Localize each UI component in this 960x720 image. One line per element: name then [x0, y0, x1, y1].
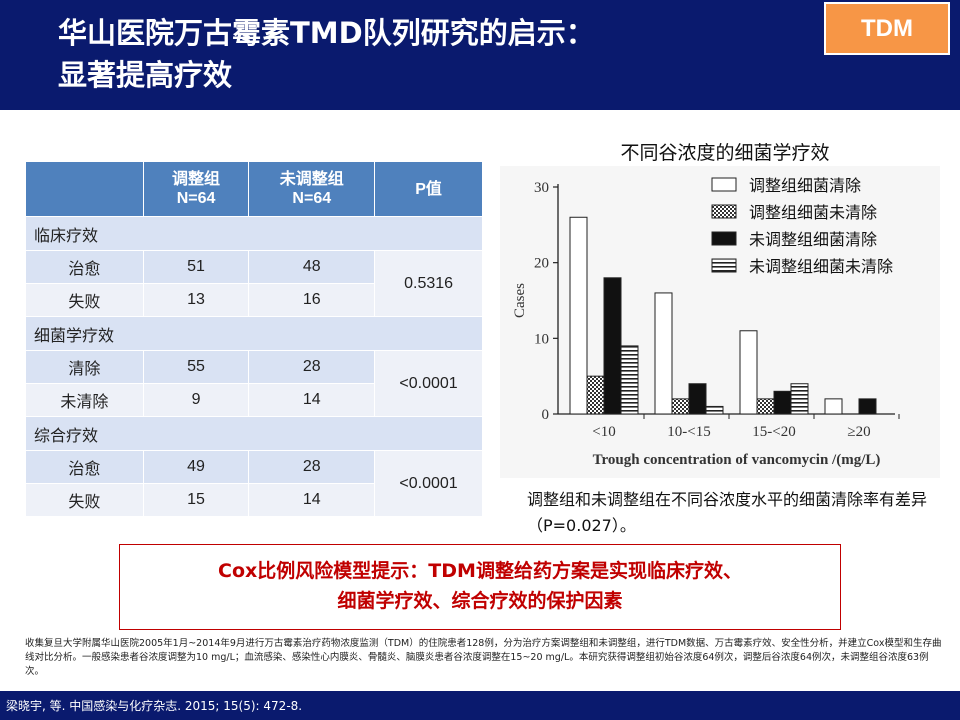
legend-swatch	[711, 204, 737, 219]
table-row: 失败 13 16	[25, 283, 483, 317]
group-overall: 综合疗效	[25, 416, 483, 451]
table-header-adjusted: 调整组 N=64	[142, 161, 250, 217]
bar	[824, 398, 843, 415]
cell-unadjusted: 14	[248, 483, 376, 517]
cell-p-value: <0.0001	[374, 350, 483, 417]
table-header-row: 调整组 N=64 未调整组 N=64 P值	[25, 161, 483, 217]
results-table: 调整组 N=64 未调整组 N=64 P值 临床疗效 治愈 51 48 0.53…	[25, 161, 483, 517]
legend-label: 调整组细菌清除	[749, 176, 861, 195]
table-header-empty	[25, 161, 144, 217]
bar	[620, 345, 639, 415]
table-header-p: P值	[374, 161, 483, 217]
table-group-row: 临床疗效	[25, 216, 483, 251]
header-bar: 华山医院万古霉素TMD队列研究的启示： 显著提高疗效	[0, 0, 960, 110]
bar	[790, 383, 809, 415]
x-tick-label: 10-<15	[667, 424, 710, 440]
bar	[569, 216, 588, 415]
y-tick-label: 30	[534, 180, 549, 196]
cell-adjusted: 9	[142, 383, 250, 417]
bar	[586, 375, 605, 415]
cell-adjusted: 49	[142, 450, 250, 484]
cell-unadjusted: 16	[248, 283, 376, 317]
bar	[858, 398, 877, 415]
bar	[756, 398, 775, 415]
legend-swatch	[711, 258, 737, 273]
row-label: 失败	[25, 483, 144, 517]
header-adjusted-n: N=64	[176, 190, 216, 207]
row-label: 清除	[25, 350, 144, 384]
footer-bar: 梁晓宇, 等. 中国感染与化疗杂志. 2015; 15(5): 472-8.	[0, 691, 960, 720]
header-p-label: P值	[415, 180, 442, 198]
cell-unadjusted: 28	[248, 450, 376, 484]
header-unadjusted-label: 未调整组	[279, 171, 344, 188]
cell-adjusted: 13	[142, 283, 250, 317]
cox-line1: Cox比例风险模型提示：TDM调整给药方案是实现临床疗效、	[218, 560, 742, 582]
table-row: 未清除 9 14	[25, 383, 483, 417]
slide-title-line1: 华山医院万古霉素TMD队列研究的启示：	[58, 16, 595, 50]
legend-swatch	[711, 177, 737, 192]
bar	[603, 277, 622, 415]
y-tick-label: 0	[542, 407, 550, 423]
x-tick-label: <10	[592, 424, 615, 440]
x-axis-label: Trough concentration of vancomycin /(mg/…	[593, 452, 881, 468]
group-clinical: 临床疗效	[25, 216, 483, 251]
table-group-row: 细菌学疗效	[25, 316, 483, 351]
table-row: 治愈 49 28 <0.0001	[25, 450, 483, 517]
x-tick-label: 15-<20	[752, 424, 795, 440]
cox-conclusion-box: Cox比例风险模型提示：TDM调整给药方案是实现临床疗效、 细菌学疗效、综合疗效…	[119, 544, 841, 630]
row-label: 治愈	[25, 250, 144, 284]
cell-adjusted: 15	[142, 483, 250, 517]
header-unadjusted-n: N=64	[292, 190, 332, 207]
y-axis-label: Cases	[512, 283, 528, 318]
bar	[671, 398, 690, 415]
bar	[688, 383, 707, 415]
row-label: 失败	[25, 283, 144, 317]
header-adjusted-label: 调整组	[172, 171, 221, 188]
chart-title: 不同谷浓度的细菌学疗效	[620, 142, 830, 164]
cox-line2: 细菌学疗效、综合疗效的保护因素	[337, 590, 623, 612]
table-header-unadjusted: 未调整组 N=64	[248, 161, 376, 217]
row-label: 治愈	[25, 450, 144, 484]
cell-unadjusted: 48	[248, 250, 376, 284]
table-row: 治愈 51 48 0.5316	[25, 250, 483, 317]
x-tick-label: ≥20	[847, 424, 870, 440]
y-tick-label: 20	[534, 256, 549, 272]
table-row: 失败 15 14	[25, 483, 483, 517]
cell-unadjusted: 28	[248, 350, 376, 384]
bar	[654, 292, 673, 415]
legend-label: 未调整组细菌未清除	[749, 257, 893, 276]
slide-title: 华山医院万古霉素TMD队列研究的启示： 显著提高疗效	[58, 12, 798, 96]
slide-title-line2: 显著提高疗效	[58, 58, 233, 92]
cell-adjusted: 55	[142, 350, 250, 384]
reference-citation: 梁晓宇, 等. 中国感染与化疗杂志. 2015; 15(5): 472-8.	[6, 699, 303, 713]
tdm-badge: TDM	[824, 2, 950, 55]
group-bacteriological: 细菌学疗效	[25, 316, 483, 351]
y-tick-label: 10	[534, 331, 549, 347]
cell-p-value: <0.0001	[374, 450, 483, 517]
row-label: 未清除	[25, 383, 144, 417]
chart-note: 调整组和未调整组在不同谷浓度水平的细菌清除率有差异（P=0.027）。	[527, 490, 928, 535]
cell-p-value: 0.5316	[374, 250, 483, 317]
table-row: 清除 55 28 <0.0001	[25, 350, 483, 417]
cell-unadjusted: 14	[248, 383, 376, 417]
table-group-row: 综合疗效	[25, 416, 483, 451]
study-footnote: 收集复旦大学附属华山医院2005年1月~2014年9月进行万古霉素治疗药物浓度监…	[25, 638, 942, 677]
legend-swatch	[711, 231, 737, 246]
bar	[739, 330, 758, 415]
legend-label: 调整组细菌未清除	[749, 203, 877, 222]
bar-chart: 0 10 20 30 Cases <10 10-<15 15-<20 ≥20 Trough con…	[500, 166, 940, 478]
cell-adjusted: 51	[142, 250, 250, 284]
bar	[705, 405, 724, 415]
bar	[773, 390, 792, 415]
legend-label: 未调整组细菌清除	[749, 230, 877, 249]
